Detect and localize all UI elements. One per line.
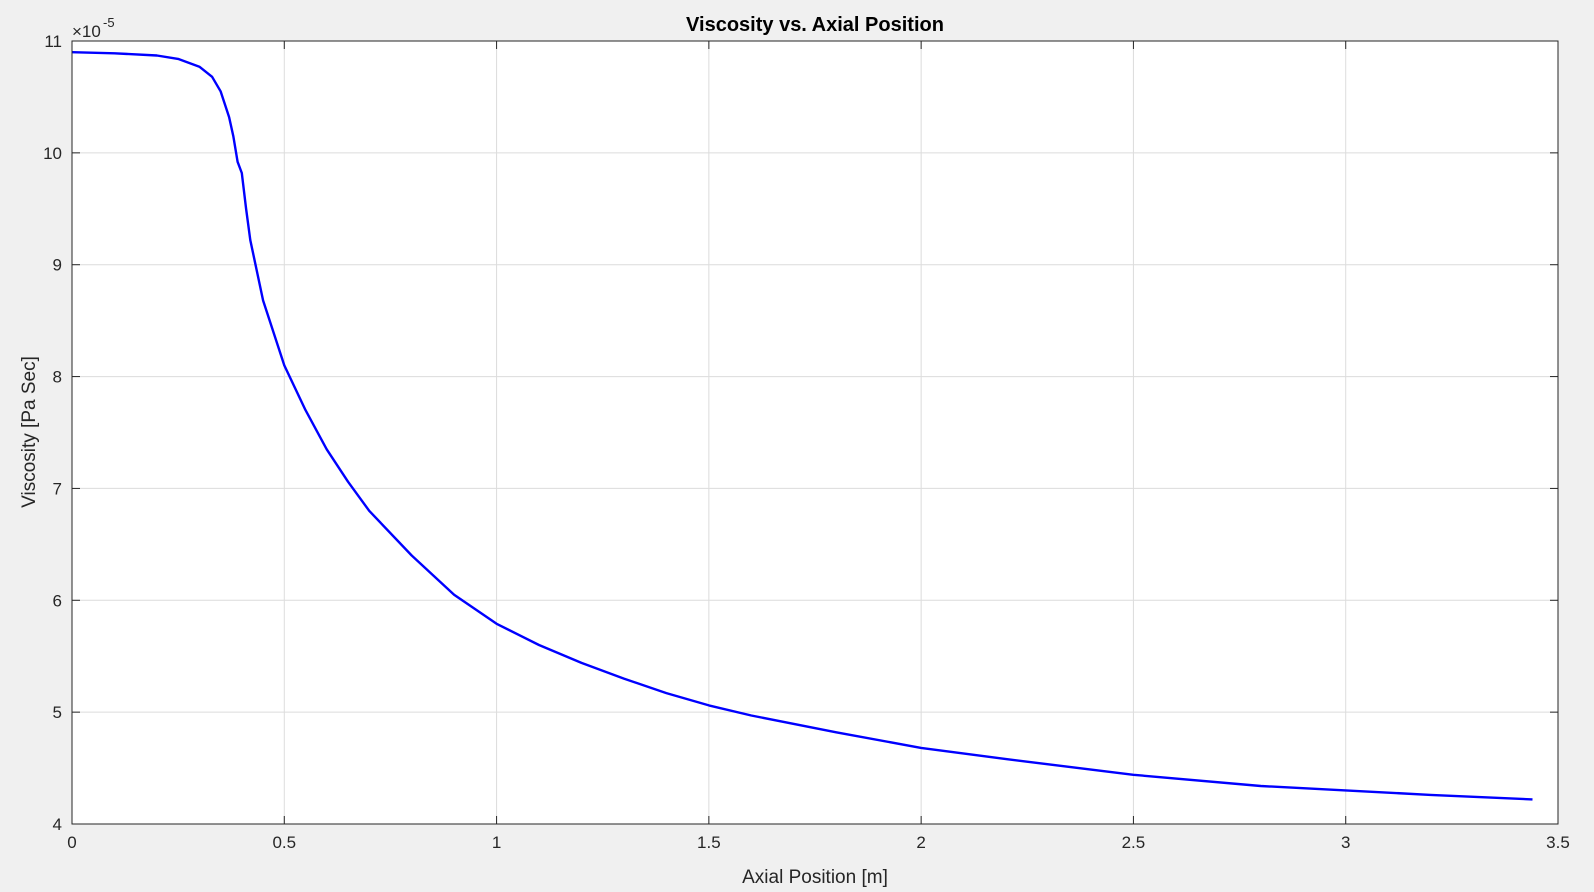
y-tick-label: 9 [53,256,62,275]
x-tick-label: 3 [1341,833,1350,852]
plot-border [71,40,1559,825]
y-tick-label: 5 [53,703,62,722]
x-tick-label: 3.5 [1546,833,1570,852]
x-tick-label: 1.5 [697,833,721,852]
y-tick-label: 10 [43,144,62,163]
y-exponent-base: ×10 [72,22,101,41]
x-axis-ticks: 0 0.5 1 1.5 2 2.5 3 3.5 [67,41,1570,852]
x-tick-label: 0.5 [272,833,296,852]
x-axis-label: Axial Position [m] [742,867,888,888]
y-axis-label: Viscosity [Pa Sec] [19,356,40,508]
y-axis-ticks: 4 5 6 7 8 9 10 11 [43,32,1558,834]
chart-title: Viscosity vs. Axial Position [686,14,944,36]
y-tick-label: 7 [53,479,62,498]
y-tick-label: 6 [53,591,62,610]
viscosity-series-line [71,51,1533,801]
x-tick-label: 2.5 [1122,833,1146,852]
y-tick-label: 11 [44,32,62,51]
plot-area [72,41,1558,824]
grid-lines [71,40,1559,825]
x-tick-label: 2 [916,833,925,852]
y-tick-label: 8 [53,368,62,387]
y-exponent-power: -5 [103,15,115,30]
x-tick-label: 1 [492,833,501,852]
x-tick-label: 0 [67,833,76,852]
y-tick-label: 4 [53,815,62,834]
